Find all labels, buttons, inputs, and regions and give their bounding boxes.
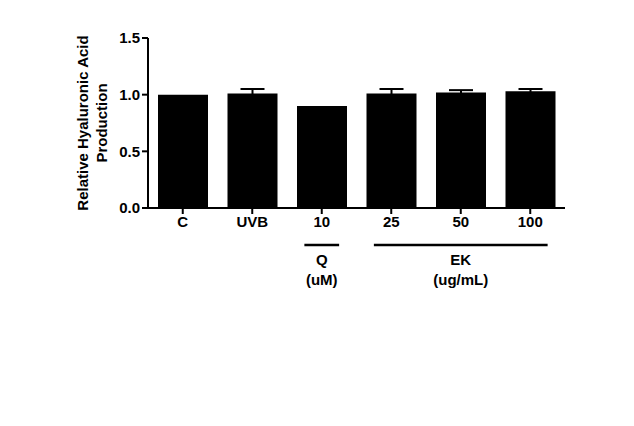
svg-text:25: 25	[383, 213, 400, 230]
svg-text:(ug/mL): (ug/mL)	[433, 271, 488, 288]
svg-text:1.5: 1.5	[119, 29, 140, 46]
svg-text:100: 100	[518, 213, 543, 230]
svg-text:0.0: 0.0	[119, 199, 140, 216]
svg-text:UVB: UVB	[236, 213, 268, 230]
svg-text:0.5: 0.5	[119, 143, 140, 160]
svg-text:(uM): (uM)	[306, 271, 338, 288]
svg-text:EK: EK	[450, 251, 471, 268]
svg-text:Relative Hyaluronic Acid: Relative Hyaluronic Acid	[74, 35, 91, 210]
svg-text:10: 10	[313, 213, 330, 230]
svg-text:C: C	[177, 213, 188, 230]
svg-text:Q: Q	[316, 251, 328, 268]
svg-text:50: 50	[452, 213, 469, 230]
svg-text:1.0: 1.0	[119, 86, 140, 103]
svg-text:Production: Production	[93, 83, 110, 162]
